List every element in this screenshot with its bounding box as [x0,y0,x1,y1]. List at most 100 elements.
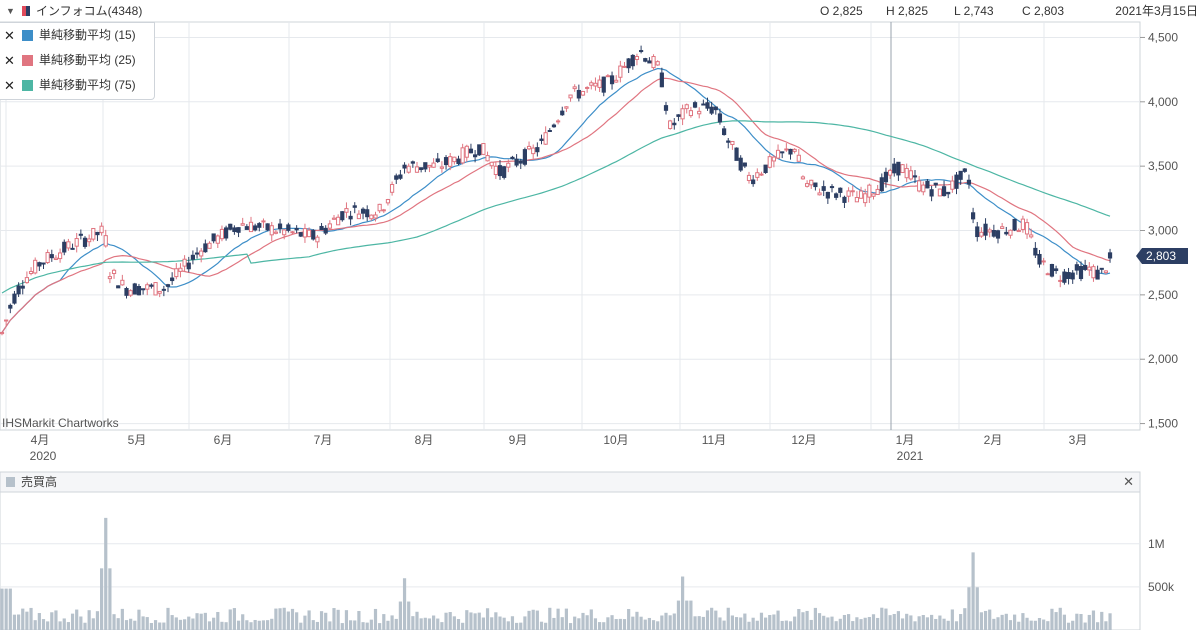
volume-bar [116,618,120,630]
volume-bar [465,610,469,630]
candle [522,147,527,167]
candle-body [655,61,660,66]
volume-bar [120,608,124,630]
volume-bar [54,610,58,630]
candle [883,167,889,188]
volume-bar [581,612,585,630]
candle-body [248,221,254,233]
volume-bar [743,613,747,630]
candle [925,179,930,189]
candle [614,75,619,83]
month-tick-label: 5月 [128,433,147,447]
remove-indicator-icon[interactable]: ✕ [4,28,15,43]
volume-bar [423,617,427,630]
volume-bar [780,620,784,630]
volume-bar [921,615,925,630]
volume-bar [618,618,622,630]
volume-bar [573,616,577,630]
candle [282,229,287,240]
candle [53,255,59,261]
candle-body [1024,222,1030,235]
candle-body [120,279,125,286]
legend-item-sma15[interactable]: ✕ 単純移動平均 (15) [0,23,154,48]
volume-bar [896,611,900,630]
candle-body [414,166,420,173]
candle [365,205,370,222]
volume-bar [1042,619,1046,630]
volume-bar [710,607,714,630]
candle [103,229,108,248]
candle-body [203,243,208,253]
candle [33,257,38,275]
remove-indicator-icon[interactable]: ✕ [4,78,15,93]
candle-body [327,223,332,229]
candle-body [597,79,602,88]
candle-body [564,106,569,109]
candle [713,106,718,115]
volume-bar [162,622,166,630]
volume-bar [83,622,87,630]
volume-bar [739,617,743,630]
collapse-caret-icon[interactable]: ▼ [6,6,15,16]
candle [510,155,515,160]
candle-body [514,158,519,166]
volume-bar [863,617,867,630]
volume-bar [137,609,141,630]
month-tick-label: 7月 [314,433,333,447]
candle [879,173,884,193]
candle-body [111,269,117,275]
volume-bar [440,622,444,630]
volume-bar [602,622,606,630]
candle-body [796,154,801,162]
volume-bar [29,607,33,630]
volume-bar [8,588,12,630]
candle-body [1066,272,1071,279]
candle-body [518,160,523,164]
candle [863,188,868,207]
volume-bar [718,617,722,630]
volume-bar [714,610,718,630]
candle-body [659,72,664,88]
candle-body [116,285,121,289]
candle-body [975,226,980,238]
candle [1078,261,1084,282]
volume-bar [784,620,788,630]
candle-body [576,89,581,99]
candle [277,218,283,234]
volume-bar [432,615,436,630]
candle-body [605,75,610,78]
volume-bar [726,607,730,630]
volume-bar [282,607,286,630]
candle-body [1033,247,1038,256]
candle [190,250,196,265]
volume-bar [992,618,996,630]
candle-body [344,208,349,213]
volume-bar [477,612,481,630]
volume-bar [245,620,249,630]
candle [414,161,420,173]
candle [962,168,967,173]
candle-body [33,259,38,274]
volume-bar [407,601,411,630]
volume-bar [805,610,809,630]
candle [896,161,901,181]
volume-bar [938,615,942,630]
candle [1083,259,1088,272]
candle [917,176,922,193]
volume-bar [224,622,228,630]
volume-bar [656,621,660,630]
candle [464,144,469,162]
close-icon[interactable]: ✕ [1123,474,1134,489]
volume-bar [917,616,921,630]
candle [813,182,818,191]
candle [1049,263,1055,278]
volume-bar [971,552,975,630]
remove-indicator-icon[interactable]: ✕ [4,53,15,68]
candle-body [381,209,386,212]
candle-body [585,86,590,89]
legend-item-sma25[interactable]: ✕ 単純移動平均 (25) [0,48,154,73]
candle-body [1045,273,1050,276]
volume-bar [212,617,216,630]
legend-item-sma75[interactable]: ✕ 単純移動平均 (75) [0,73,154,98]
